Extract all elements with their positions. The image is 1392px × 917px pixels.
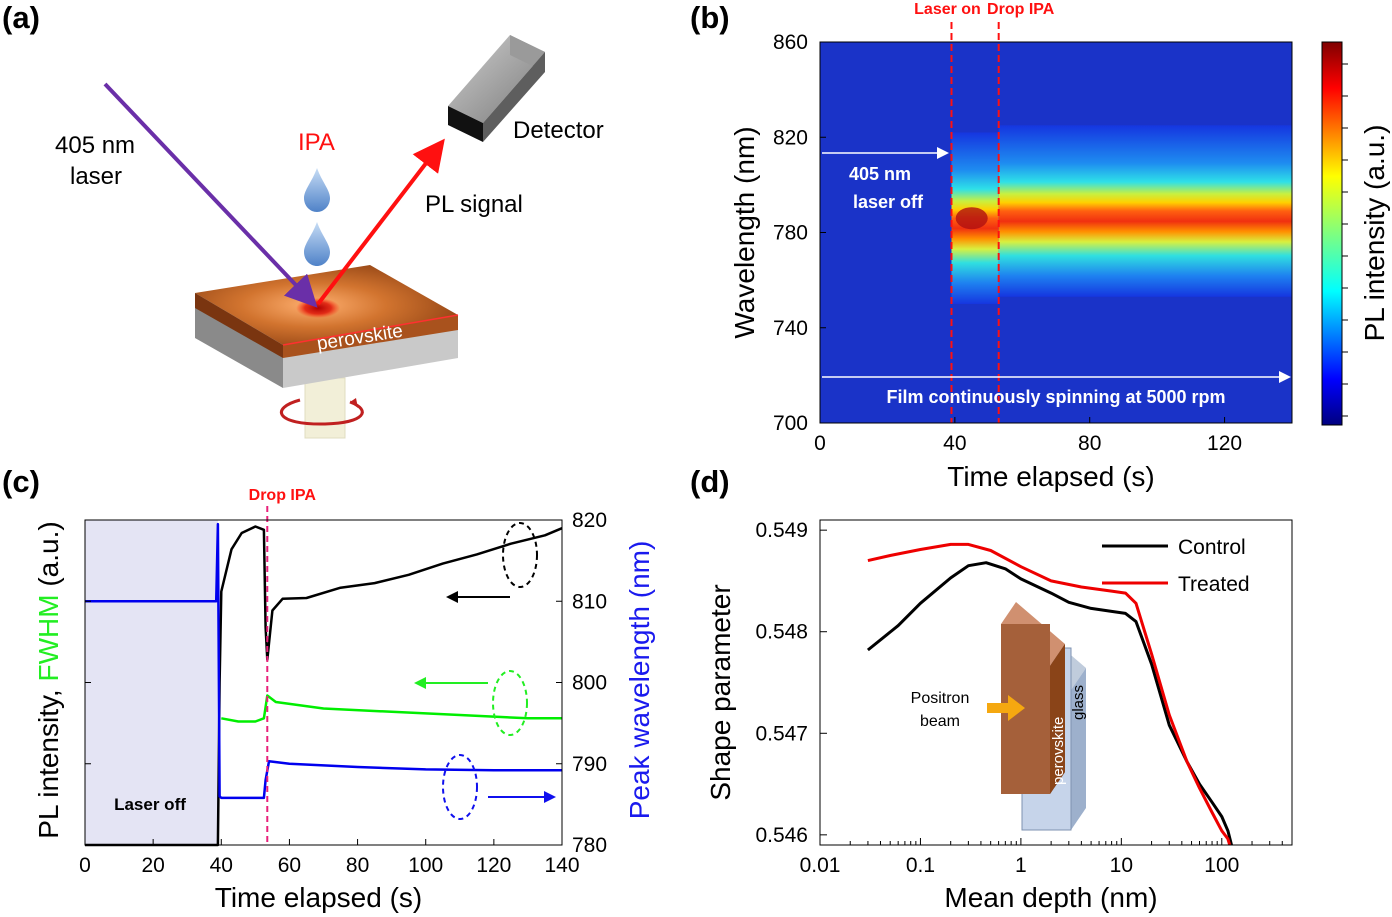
heatmap-hotspot [955,207,988,230]
d-y-tick-label: 0.548 [755,621,808,644]
drop-ipa-label-c: Drop IPA [249,487,317,504]
c-x-tick-label: 60 [278,854,301,877]
fwhm-trace-marker-oval [492,670,528,736]
panel-d-label: (d) [690,464,730,499]
d-x-tick-label: 0.01 [800,854,841,877]
c-x-tick-label: 20 [141,854,164,877]
inset-film-label: perovskite [1050,717,1067,785]
c-right-y-tick-label: 800 [572,672,607,695]
laser-label-line1: 405 nm [55,132,135,159]
wavelength-axis-arrowhead [544,791,556,803]
d-series-line-control [866,561,1233,846]
laser-off-region-label: Laser off [114,795,186,814]
c-left-axis-label: PL intensity, FWHM (a.u.) [33,521,64,838]
c-x-tick-label: 120 [476,854,511,877]
c-x-tick-label: 0 [79,854,91,877]
c-series-line-2 [85,522,562,800]
laser-off-region [85,520,218,845]
c-x-tick-label: 140 [544,854,579,877]
panel-a: (a) perovskite 405 nm laser PL signal [2,0,604,439]
colorbar [1321,41,1343,426]
b-y-tick-label: 820 [773,126,808,149]
c-x-tick-label: 100 [408,854,443,877]
c-right-y-tick-label: 780 [572,834,607,857]
ipa-label: IPA [298,129,335,156]
d-series-line-treated [867,542,1232,846]
b-x-tick-label: 120 [1207,432,1242,455]
laser-off-label-line1: 405 nm [849,164,911,184]
detector-icon [448,35,545,142]
rotation-stage [279,377,364,439]
c-series-line-1 [221,694,562,723]
d-y-tick-label: 0.549 [755,519,808,542]
pl-signal-label: PL signal [425,191,523,218]
sample-block: perovskite [195,265,459,388]
d-y-axis-label: Shape parameter [705,584,736,800]
laser-label-line2: laser [70,163,122,190]
b-y-tick-label: 740 [773,317,808,340]
panel-c-label: (c) [2,464,40,499]
pl-axis-arrowhead [446,591,458,603]
positron-beam-arrow [987,695,1025,721]
b-x-axis-label: Time elapsed (s) [947,461,1154,492]
inset-beam-label-line2: beam [920,713,960,730]
d-plot-frame [819,519,1293,846]
b-y-tick-label: 860 [773,31,808,54]
d-x-tick-label: 1 [1015,854,1027,877]
legend-label-control: Control [1178,536,1246,559]
c-x-axis-label: Time elapsed (s) [215,882,422,913]
positron-inset: Positron beam perovskite glass [911,602,1087,831]
b-y-tick-label: 700 [773,412,808,435]
d-x-tick-label: 0.1 [906,854,935,877]
drop-ipa-label-b: Drop IPA [987,1,1055,18]
c-right-y-tick-label: 790 [572,753,607,776]
panel-a-label: (a) [2,0,40,35]
c-left-axis-label-part3: (a.u.) [33,521,64,594]
heatmap-pl-band-after-ipa [998,125,1292,297]
colorbar-label: PL intensity (a.u.) [1359,125,1390,342]
b-y-tick-label: 780 [773,222,808,245]
b-x-tick-label: 40 [943,432,966,455]
c-right-y-tick-label: 820 [572,509,607,532]
c-right-y-tick-label: 810 [572,590,607,613]
inset-beam-label-line1: Positron [911,690,970,707]
laser-beam [103,82,318,308]
d-y-tick-label: 0.546 [755,824,808,847]
panel-b: (b) Laser on Drop IPA 0 40 80 120 700 740 780 82… [690,0,1390,492]
c-x-tick-label: 80 [346,854,369,877]
d-x-axis-label: Mean depth (nm) [944,882,1157,913]
c-x-tick-label: 40 [210,854,233,877]
panel-d: (d) Positron beam perovskite glass 0.01 0… [690,464,1293,913]
b-y-axis-label: Wavelength (nm) [729,126,760,338]
d-x-tick-label: 10 [1110,854,1133,877]
pl-trace-marker-oval [502,522,538,588]
legend-label-treated: Treated [1178,573,1250,596]
pl-signal-beam [316,138,445,306]
spinning-label: Film continuously spinning at 5000 rpm [886,387,1225,407]
inset-glass-label: glass [1070,685,1087,720]
c-right-axis-label: Peak wavelength (nm) [624,541,655,820]
detector-label: Detector [513,117,604,144]
d-y-tick-label: 0.547 [755,722,808,745]
ipa-drop-icon [304,168,330,212]
b-x-tick-label: 80 [1078,432,1101,455]
wavelength-trace-marker-oval [442,754,478,820]
c-left-axis-label-part1: PL intensity, [33,682,64,839]
panel-b-label: (b) [690,0,730,35]
panel-c: (c) Laser off Drop IPA 0 20 40 60 80 100 120 14… [2,464,655,913]
ipa-drop-icon [304,222,330,266]
c-series-line-0 [85,525,563,847]
laser-off-label-line2: laser off [853,192,924,212]
b-x-tick-label: 0 [814,432,826,455]
laser-on-label: Laser on [914,1,981,18]
d-x-tick-label: 100 [1204,854,1239,877]
fwhm-axis-arrowhead [414,677,426,689]
c-left-axis-label-fwhm: FWHM [33,594,64,681]
